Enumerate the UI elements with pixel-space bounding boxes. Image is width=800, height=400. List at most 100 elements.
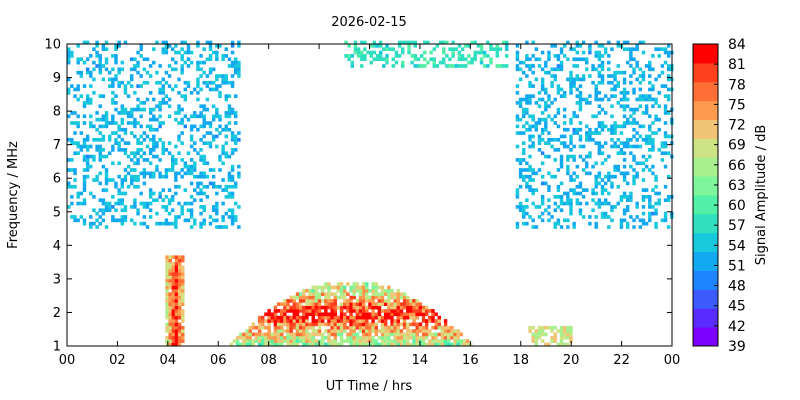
heatmap-cell: [625, 205, 630, 209]
heatmap-cell: [406, 309, 410, 313]
heatmap-cell: [273, 319, 278, 323]
heatmap-cell: [181, 325, 185, 330]
heatmap-cell: [648, 137, 652, 142]
heatmap-cell: [393, 329, 397, 333]
heatmap-cell: [152, 141, 156, 145]
heatmap-cell: [174, 161, 178, 166]
heatmap-cell: [607, 201, 611, 206]
heatmap-cell: [569, 211, 573, 216]
heatmap-cell: [311, 285, 315, 290]
heatmap-cell: [600, 144, 605, 149]
heatmap-cell: [264, 339, 268, 343]
heatmap-cell: [365, 342, 369, 347]
heatmap-cell: [610, 80, 614, 85]
heatmap-cell: [230, 221, 235, 226]
heatmap-cell: [556, 221, 561, 226]
heatmap-cell: [418, 302, 423, 307]
heatmap-cell: [540, 195, 545, 199]
heatmap-cell: [358, 312, 363, 317]
heatmap-cell: [399, 315, 404, 320]
heatmap-cell: [114, 121, 118, 125]
heatmap-cell: [101, 77, 106, 82]
heatmap-cell: [467, 60, 471, 65]
heatmap-cell: [402, 302, 407, 307]
heatmap-cell: [412, 319, 416, 323]
heatmap-cell: [152, 107, 156, 112]
heatmap-cell: [578, 57, 583, 62]
heatmap-cell: [361, 325, 366, 330]
heatmap-cell: [218, 124, 222, 129]
heatmap-cell: [264, 319, 268, 323]
heatmap-cell: [199, 198, 203, 203]
heatmap-cell: [101, 47, 106, 52]
heatmap-cell: [130, 205, 134, 209]
heatmap-cell: [654, 221, 658, 226]
heatmap-cell: [142, 101, 147, 105]
heatmap-cell: [537, 215, 542, 219]
heatmap-cell: [441, 57, 446, 62]
heatmap-cell: [317, 309, 322, 313]
heatmap-cell: [189, 181, 194, 186]
heatmap-cell: [540, 77, 545, 82]
heatmap-cell: [368, 332, 372, 337]
heatmap-cell: [619, 148, 624, 152]
heatmap-cell: [424, 329, 429, 333]
heatmap-cell: [85, 40, 90, 45]
heatmap-cell: [92, 154, 96, 159]
heatmap-cell: [320, 292, 325, 296]
heatmap-cell: [227, 94, 232, 98]
heatmap-cell: [431, 339, 435, 343]
heatmap-cell: [393, 339, 397, 343]
heatmap-cell: [123, 141, 128, 145]
heatmap-cell: [114, 141, 118, 145]
heatmap-cell: [333, 329, 338, 333]
heatmap-cell: [495, 47, 499, 52]
heatmap-cell: [406, 299, 410, 303]
heatmap-cell: [591, 191, 595, 196]
heatmap-cell: [559, 67, 564, 72]
heatmap-cell: [267, 335, 271, 340]
heatmap-cell: [283, 299, 287, 303]
heatmap-cell: [365, 295, 369, 300]
heatmap-cell: [421, 319, 426, 323]
heatmap-cell: [566, 332, 570, 337]
heatmap-cell: [607, 171, 611, 176]
heatmap-cell: [607, 80, 611, 85]
heatmap-cell: [174, 117, 178, 122]
heatmap-cell: [651, 104, 655, 109]
heatmap-cell: [104, 188, 109, 192]
heatmap-cell: [578, 137, 583, 142]
colorbar-segment: [693, 100, 718, 120]
heatmap-cell: [165, 315, 169, 320]
heatmap-cell: [390, 302, 394, 307]
heatmap-cell: [619, 124, 624, 129]
heatmap-cell: [136, 151, 140, 156]
heatmap-cell: [152, 174, 156, 179]
colorbar-tick-label: 84: [728, 37, 746, 53]
heatmap-cell: [273, 342, 278, 347]
heatmap-cell: [544, 60, 548, 65]
heatmap-cell: [302, 288, 306, 293]
heatmap-cell: [622, 114, 627, 119]
heatmap-cell: [211, 50, 216, 55]
heatmap-cell: [435, 64, 440, 68]
heatmap-cell: [67, 50, 71, 55]
heatmap-cell: [292, 335, 297, 340]
heatmap-cell: [224, 225, 228, 229]
heatmap-cell: [139, 107, 143, 112]
heatmap-cell: [171, 332, 176, 337]
heatmap-cell: [142, 107, 147, 112]
heatmap-cell: [431, 342, 435, 347]
heatmap-cell: [145, 158, 150, 162]
heatmap-cell: [522, 158, 526, 162]
heatmap-cell: [525, 57, 529, 62]
heatmap-cell: [377, 305, 382, 310]
heatmap-cell: [470, 40, 474, 45]
heatmap-cell: [148, 64, 153, 68]
heatmap-cell: [114, 201, 118, 206]
heatmap-cell: [183, 171, 188, 176]
heatmap-cell: [215, 208, 219, 213]
heatmap-cell: [148, 161, 153, 166]
heatmap-cell: [205, 80, 210, 85]
heatmap-cell: [575, 40, 580, 45]
